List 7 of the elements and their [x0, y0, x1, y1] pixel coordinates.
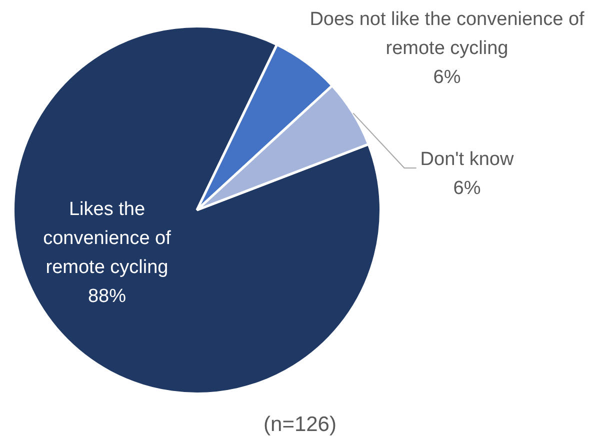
slice-label: Don't know — [420, 149, 514, 170]
data-label: 6% — [453, 178, 481, 200]
text: (n=126) — [264, 412, 336, 436]
data-label: 88% — [88, 286, 126, 308]
slice-label: Likes the convenience of remote cycling — [43, 199, 172, 278]
data-label: 6% — [433, 67, 461, 88]
slice-label: Does not like the convenience of remote cycling — [310, 9, 586, 60]
